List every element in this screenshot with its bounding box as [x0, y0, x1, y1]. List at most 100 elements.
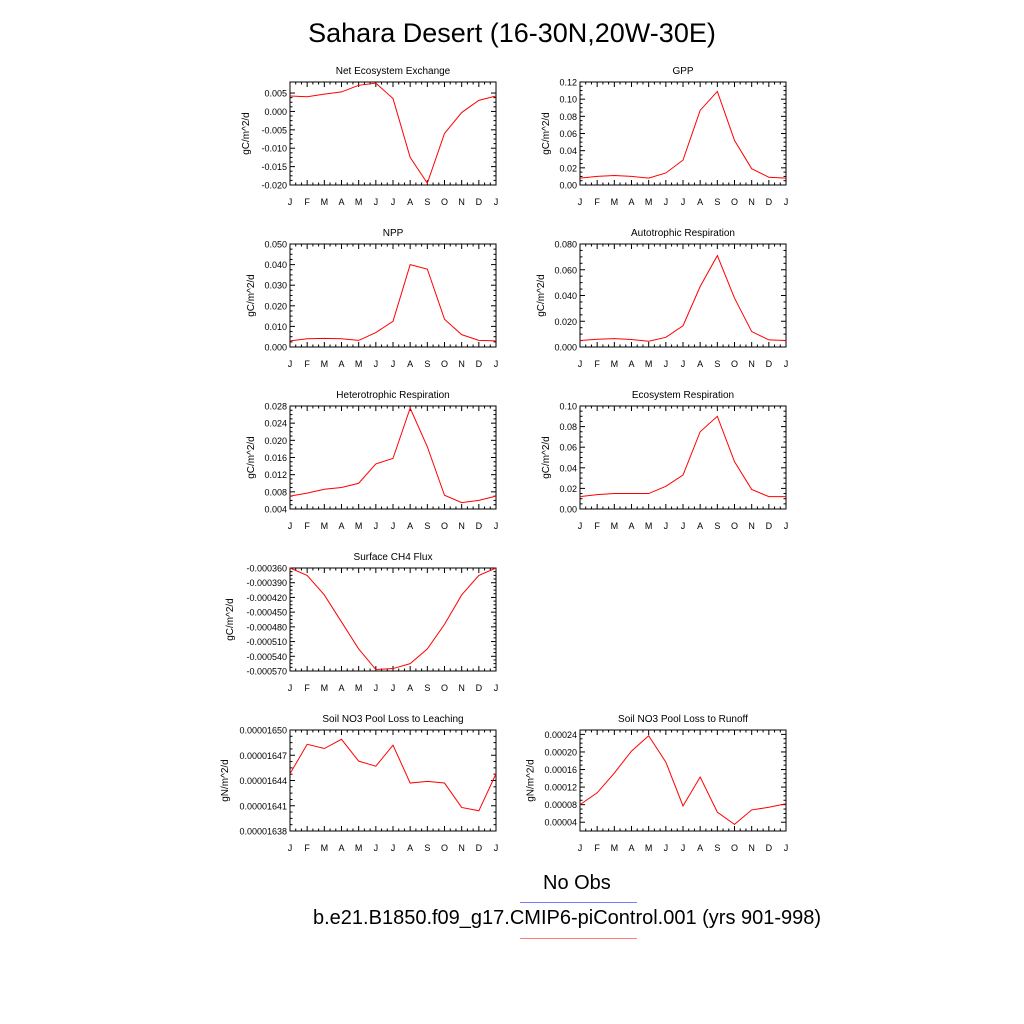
y-tick-label: 0.02: [559, 163, 577, 173]
series-line: [289, 567, 497, 671]
x-tick-label: A: [697, 197, 703, 207]
y-tick-label: 0.030: [264, 281, 287, 291]
legend-line-model: [520, 938, 637, 939]
y-axis-label: gC/m^2/d: [536, 274, 547, 317]
chart-title: Net Ecosystem Exchange: [336, 66, 451, 77]
y-tick-label: -0.000390: [246, 578, 287, 588]
y-tick-label: 0.00001641: [239, 801, 287, 811]
y-tick-label: -0.020: [261, 181, 287, 191]
x-tick-label: D: [476, 197, 483, 207]
y-axis-label: gC/m^2/d: [246, 436, 257, 479]
x-tick-label: J: [374, 683, 379, 693]
x-tick-label: J: [784, 521, 789, 531]
chart-title: Heterotrophic Respiration: [336, 390, 449, 401]
x-tick-label: S: [714, 521, 720, 531]
x-tick-label: S: [714, 197, 720, 207]
legend-label-model: b.e21.B1850.f09_g17.CMIP6-piControl.001 …: [313, 907, 822, 929]
y-tick-label: 0.016: [264, 453, 287, 463]
x-tick-label: A: [697, 359, 703, 369]
legend-line-obs: [520, 902, 637, 903]
y-tick-label: 0.02: [559, 484, 577, 494]
x-tick-label: M: [355, 359, 363, 369]
y-tick-label: 0.10: [559, 95, 577, 105]
x-tick-label: J: [681, 359, 686, 369]
x-tick-label: J: [288, 359, 293, 369]
y-tick-label: 0.020: [264, 301, 287, 311]
x-tick-label: J: [494, 197, 499, 207]
x-tick-label: A: [338, 197, 344, 207]
series-line: [579, 254, 787, 342]
x-tick-label: D: [766, 521, 773, 531]
x-tick-label: O: [441, 683, 448, 693]
x-tick-label: O: [731, 359, 738, 369]
x-tick-label: S: [714, 843, 720, 853]
y-tick-label: 0.080: [554, 240, 577, 250]
y-tick-label: -0.000510: [246, 637, 287, 647]
y-tick-label: 0.12: [559, 78, 577, 88]
y-tick-label: 0.00001644: [239, 776, 287, 786]
y-tick-label: 0.020: [554, 317, 577, 327]
x-tick-label: M: [645, 843, 653, 853]
x-tick-label: A: [407, 843, 413, 853]
x-tick-label: A: [628, 521, 634, 531]
y-tick-label: 0.00020: [544, 747, 577, 757]
series-line: [289, 738, 497, 812]
series-line: [579, 734, 787, 826]
x-tick-label: N: [458, 683, 465, 693]
plot-frame: [289, 243, 497, 348]
x-tick-label: N: [458, 843, 465, 853]
x-tick-label: J: [784, 359, 789, 369]
x-tick-label: J: [391, 683, 396, 693]
page-title: Sahara Desert (16-30N,20W-30E): [308, 18, 716, 48]
x-tick-label: J: [664, 359, 669, 369]
x-tick-label: M: [611, 197, 619, 207]
y-tick-label: 0.005: [264, 89, 287, 99]
chart-title: GPP: [672, 66, 693, 77]
series-line: [579, 415, 786, 498]
x-tick-label: J: [784, 197, 789, 207]
x-tick-label: M: [355, 683, 363, 693]
x-tick-label: O: [441, 359, 448, 369]
chart-title: Surface CH4 Flux: [354, 552, 433, 563]
x-tick-label: S: [424, 843, 430, 853]
x-tick-label: N: [458, 521, 465, 531]
x-tick-label: D: [476, 521, 483, 531]
y-tick-label: 0.00008: [544, 800, 577, 810]
y-tick-label: 0.012: [264, 470, 287, 480]
x-tick-label: M: [321, 197, 329, 207]
x-tick-label: J: [494, 843, 499, 853]
x-tick-label: A: [407, 359, 413, 369]
y-tick-label: -0.000420: [246, 593, 287, 603]
y-tick-label: 0.020: [264, 436, 287, 446]
x-tick-label: J: [578, 197, 583, 207]
x-tick-label: M: [321, 359, 329, 369]
legend-label-obs: No Obs: [543, 872, 611, 894]
x-tick-label: J: [391, 197, 396, 207]
x-tick-label: F: [304, 197, 310, 207]
x-tick-label: A: [407, 683, 413, 693]
x-tick-label: J: [681, 521, 686, 531]
x-tick-label: O: [731, 521, 738, 531]
x-tick-label: A: [338, 521, 344, 531]
y-tick-label: 0.010: [264, 322, 287, 332]
x-tick-label: A: [407, 197, 413, 207]
y-tick-label: 0.00001650: [239, 726, 287, 736]
x-tick-label: J: [288, 521, 293, 531]
x-tick-label: D: [476, 843, 483, 853]
x-tick-label: M: [355, 197, 363, 207]
y-tick-label: 0.024: [264, 419, 287, 429]
plot-frame: [579, 243, 787, 348]
x-tick-label: D: [766, 843, 773, 853]
y-axis-label: gC/m^2/d: [541, 112, 552, 155]
y-tick-label: -0.000540: [246, 652, 287, 662]
x-tick-label: D: [766, 359, 773, 369]
x-tick-label: J: [391, 843, 396, 853]
y-axis-label: gN/m^2/d: [220, 759, 231, 802]
y-tick-label: -0.005: [261, 125, 287, 135]
y-tick-label: 0.00004: [544, 818, 577, 828]
